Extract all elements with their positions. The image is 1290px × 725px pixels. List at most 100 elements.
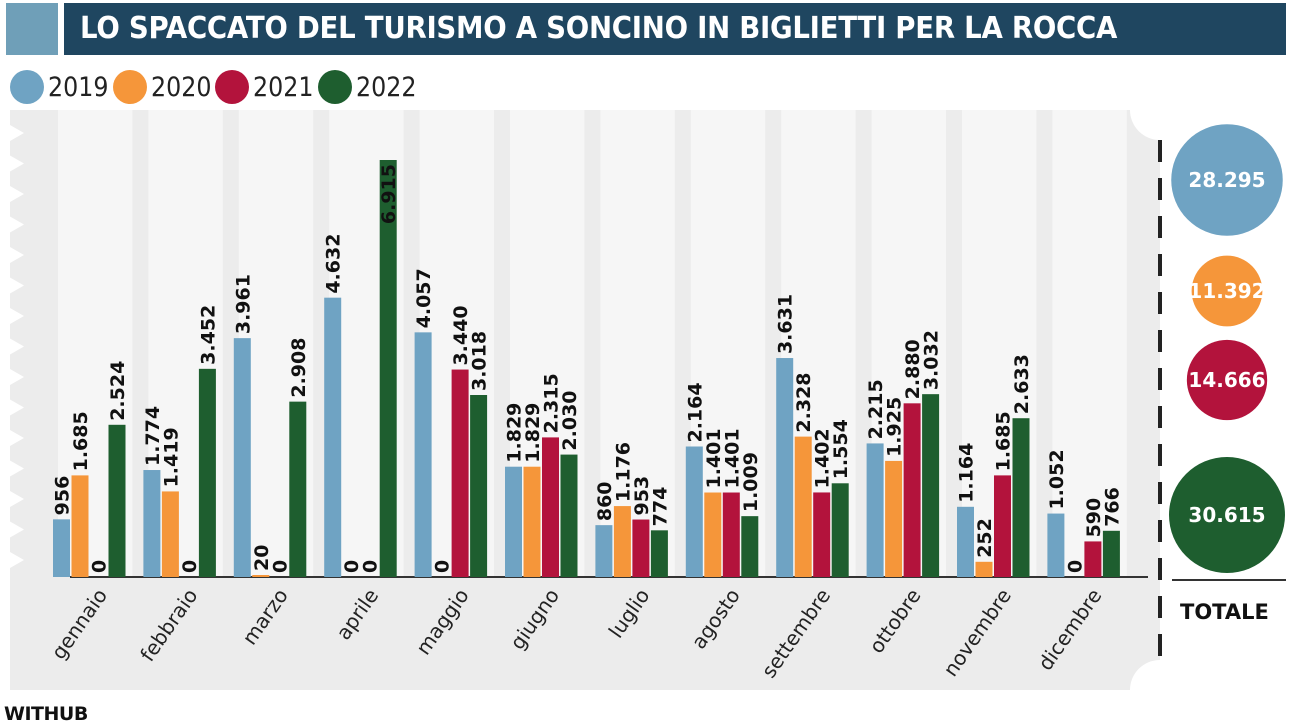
total-bubble-2022 bbox=[1169, 457, 1285, 573]
value-label: 1.554 bbox=[830, 419, 852, 479]
value-label: 0 bbox=[269, 560, 291, 573]
legend-label: 2022 bbox=[356, 71, 417, 103]
bar-2022-luglio bbox=[650, 530, 668, 577]
value-label: 3.018 bbox=[469, 331, 491, 391]
chart-legend: 2019 2020 2021 2022 bbox=[10, 67, 421, 107]
bar-2019-novembre bbox=[957, 506, 974, 577]
bar-2022-agosto bbox=[741, 516, 759, 577]
bar-2019-settembre bbox=[776, 358, 794, 577]
total-value-2019: 28.295 bbox=[1188, 168, 1265, 192]
bar-2022-settembre bbox=[831, 483, 849, 577]
value-label: 0 bbox=[432, 560, 454, 573]
legend-swatch bbox=[318, 70, 353, 104]
bar-2019-agosto bbox=[685, 446, 703, 577]
ticket-notch bbox=[10, 125, 24, 141]
value-label: 3.961 bbox=[232, 274, 254, 334]
legend-label: 2020 bbox=[150, 71, 212, 103]
bar-2021-giugno bbox=[542, 437, 559, 577]
value-label: 4.632 bbox=[323, 234, 345, 294]
value-label: 3.032 bbox=[921, 330, 943, 390]
value-label: 3.452 bbox=[197, 305, 219, 365]
value-label: 860 bbox=[594, 481, 616, 521]
bar-2019-maggio bbox=[414, 332, 432, 577]
value-label: 0 bbox=[360, 560, 382, 573]
bar-2019-luglio bbox=[595, 525, 613, 577]
value-label: 1.164 bbox=[956, 443, 978, 503]
legend-item-2021: 2021 bbox=[215, 70, 314, 104]
value-label: 2.328 bbox=[793, 373, 815, 433]
value-label: 20 bbox=[251, 545, 273, 571]
chart-canvas: 9561.68502.524gennaio1.7741.41903.452feb… bbox=[10, 110, 1286, 700]
bar-2020-novembre bbox=[975, 561, 993, 577]
ticket-notch bbox=[10, 552, 24, 568]
total-bubble-2019 bbox=[1171, 124, 1283, 236]
ticket-notch bbox=[10, 247, 24, 263]
bar-2021-ottobre bbox=[903, 403, 921, 577]
source-credit: WITHUB bbox=[4, 703, 88, 725]
bar-2022-febbraio bbox=[198, 368, 216, 577]
value-label: 0 bbox=[1064, 560, 1086, 573]
value-label: 2.215 bbox=[865, 379, 887, 439]
bar-2021-luglio bbox=[632, 519, 650, 577]
bar-2020-gennaio bbox=[71, 475, 89, 577]
ticket-notch bbox=[10, 521, 24, 538]
value-label: 1.774 bbox=[142, 406, 164, 466]
chart-header: LO SPACCATO DEL TURISMO A SONCINO IN BIG… bbox=[0, 0, 1290, 58]
value-label: 2.164 bbox=[684, 382, 706, 442]
bar-2021-settembre bbox=[813, 492, 831, 577]
value-label: 0 bbox=[341, 560, 363, 573]
legend-label: 2021 bbox=[253, 71, 314, 103]
legend-item-2019: 2019 bbox=[10, 70, 109, 104]
bar-2022-gennaio bbox=[108, 424, 126, 577]
legend-swatch bbox=[10, 70, 44, 104]
ticket-notch bbox=[10, 308, 24, 324]
legend-label: 2019 bbox=[48, 71, 109, 103]
value-label: 2.633 bbox=[1011, 354, 1033, 414]
bar-2022-ottobre bbox=[922, 394, 940, 577]
bar-2020-ottobre bbox=[885, 460, 903, 577]
value-label: 1.685 bbox=[993, 411, 1015, 471]
value-label: 2.524 bbox=[107, 361, 129, 421]
bar-2019-febbraio bbox=[143, 470, 161, 577]
total-value-2021: 14.666 bbox=[1188, 368, 1265, 392]
ticket-notch bbox=[10, 155, 24, 172]
value-label: 956 bbox=[52, 476, 74, 516]
total-bubble-2020 bbox=[1191, 255, 1263, 327]
value-label: 0 bbox=[179, 560, 201, 573]
ticket-notch bbox=[10, 460, 24, 477]
legend-swatch bbox=[215, 70, 250, 104]
value-label: 774 bbox=[649, 487, 671, 527]
header-bar bbox=[64, 3, 1286, 55]
legend-swatch bbox=[112, 70, 147, 104]
bar-2020-giugno bbox=[523, 466, 541, 577]
ticket-notch bbox=[10, 369, 24, 385]
bar-2022-dicembre bbox=[1102, 530, 1120, 577]
column-band bbox=[1052, 110, 1127, 577]
bar-2022-marzo bbox=[289, 401, 307, 577]
value-label: 1.009 bbox=[740, 452, 762, 512]
bar-2019-ottobre bbox=[866, 443, 884, 577]
value-label: 1.419 bbox=[160, 427, 182, 487]
ticket-notch-bottom bbox=[1130, 660, 1190, 700]
bar-2019-aprile bbox=[324, 297, 342, 577]
bar-2021-dicembre bbox=[1084, 541, 1102, 577]
value-label: 1.176 bbox=[612, 442, 634, 502]
value-label: 2.880 bbox=[902, 339, 924, 399]
value-label: 4.057 bbox=[413, 268, 435, 328]
bar-2019-gennaio bbox=[53, 519, 70, 577]
bar-2021-maggio bbox=[451, 369, 469, 577]
ticket-notch bbox=[10, 216, 24, 233]
value-label: 2.315 bbox=[541, 373, 563, 433]
bar-2019-dicembre bbox=[1047, 513, 1065, 577]
bar-2022-maggio bbox=[470, 395, 488, 577]
bar-2019-marzo bbox=[233, 338, 251, 577]
totals-label: TOTALE bbox=[1180, 600, 1269, 624]
bar-2020-agosto bbox=[704, 492, 722, 577]
bar-2020-febbraio bbox=[161, 491, 179, 577]
bar-2020-luglio bbox=[613, 506, 631, 577]
bar-2020-settembre bbox=[794, 436, 812, 577]
value-label: 1.401 bbox=[703, 428, 725, 488]
legend-item-2020: 2020 bbox=[112, 70, 212, 104]
value-label: 1.052 bbox=[1046, 449, 1068, 509]
chart-title: LO SPACCATO DEL TURISMO A SONCINO IN BIG… bbox=[80, 11, 1118, 46]
